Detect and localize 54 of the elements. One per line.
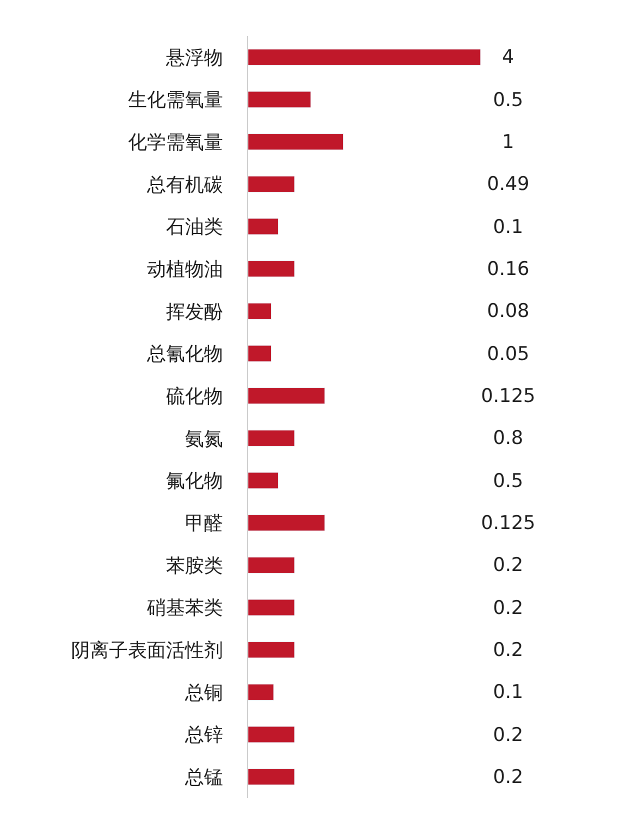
y-tick-label: 动植物油 — [147, 258, 224, 280]
bar — [248, 556, 295, 574]
bar — [248, 726, 295, 743]
text: 0.125 — [481, 385, 536, 407]
bar — [248, 302, 272, 320]
bar — [248, 48, 481, 66]
bar — [248, 642, 295, 658]
text: 0.16 — [487, 258, 530, 280]
y-tick-label: 石油类 — [166, 216, 224, 238]
text: 1 — [502, 131, 514, 153]
y-tick-label: 总锰 — [184, 766, 224, 788]
text: 0.2 — [493, 597, 524, 619]
y-tick-label: 硝基苯类 — [146, 597, 224, 620]
bar — [248, 514, 325, 532]
y-tick-label: 阴离子表面活性剂 — [71, 639, 224, 662]
y-tick-label: 总氰化物 — [146, 343, 224, 366]
y-tick-label: 总锌 — [184, 724, 224, 746]
y-tick-label: 化学需氧量 — [128, 131, 224, 154]
y-tick-label: 苯胺类 — [166, 554, 224, 577]
text: 0.05 — [487, 343, 530, 365]
bar — [248, 218, 278, 235]
y-tick-label: 悬浮物 — [165, 46, 224, 69]
y-tick-label: 挥发酚 — [166, 300, 224, 323]
y-tick-label: 总铜 — [184, 682, 224, 704]
bar — [248, 176, 295, 192]
text: 0.5 — [493, 89, 524, 111]
bar — [248, 345, 272, 362]
bar — [248, 260, 295, 278]
bar — [248, 472, 278, 489]
y-tick-label: 总有机碳 — [146, 174, 224, 196]
y-tick-label: 甲醛 — [185, 512, 224, 534]
text: 0.49 — [487, 173, 530, 195]
y-tick-label: 氨氮 — [185, 428, 224, 450]
bar — [248, 599, 295, 616]
text: 0.1 — [493, 216, 524, 238]
text: 0.2 — [493, 554, 524, 576]
text: 4 — [502, 46, 514, 68]
y-tick-label: 生化需氧量 — [128, 89, 224, 112]
text: 0.1 — [493, 681, 524, 703]
bar — [248, 91, 312, 108]
bar — [248, 388, 325, 404]
bar — [248, 134, 344, 150]
text: 0.5 — [493, 470, 524, 492]
text: 0.2 — [493, 724, 524, 746]
text: 0.2 — [493, 766, 524, 788]
text: 0.2 — [493, 639, 524, 661]
bar — [248, 768, 295, 786]
y-tick-label: 硫化物 — [166, 385, 224, 408]
bar — [248, 430, 295, 446]
bar — [248, 684, 274, 700]
text: 0.8 — [493, 427, 524, 449]
y-tick-label: 氟化物 — [166, 470, 224, 492]
text: 0.08 — [487, 300, 530, 322]
text: 0.125 — [481, 512, 536, 534]
